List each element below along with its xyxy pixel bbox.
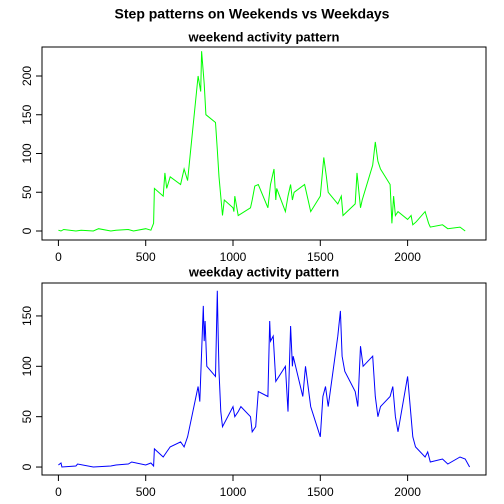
x-tick-label: 1500 [307, 485, 334, 499]
y-tick-label: 100 [20, 143, 34, 163]
page-title: Step patterns on Weekends vs Weekdays [115, 6, 390, 22]
y-tick-label: 100 [20, 356, 34, 376]
data-line [58, 51, 466, 232]
x-tick-label: 0 [55, 485, 62, 499]
y-tick-label: 50 [20, 410, 34, 424]
x-tick-label: 500 [136, 485, 156, 499]
x-tick-label: 1500 [307, 250, 334, 264]
panel-title: weekend activity pattern [188, 29, 340, 44]
y-tick-label: 0 [20, 227, 34, 234]
x-tick-label: 1000 [220, 485, 247, 499]
x-tick-label: 1000 [220, 250, 247, 264]
x-tick-label: 0 [55, 250, 62, 264]
y-tick-label: 0 [20, 463, 34, 470]
plot-box [41, 282, 487, 476]
panel-title: weekday activity pattern [188, 264, 339, 279]
data-line [58, 290, 471, 468]
x-tick-label: 2000 [394, 485, 421, 499]
y-tick-label: 150 [20, 104, 34, 124]
plot-box [41, 46, 487, 241]
y-tick-label: 50 [20, 185, 34, 199]
y-tick-label: 150 [20, 306, 34, 326]
y-tick-label: 200 [20, 66, 34, 86]
x-tick-label: 2000 [394, 250, 421, 264]
x-tick-label: 500 [136, 250, 156, 264]
